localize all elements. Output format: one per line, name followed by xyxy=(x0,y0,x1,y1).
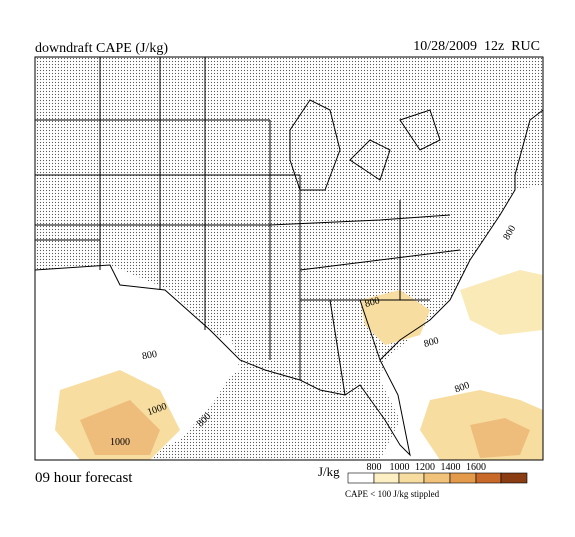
contour-label: 800 xyxy=(453,380,471,395)
forecast-hour: 09 hour forecast xyxy=(35,470,133,486)
legend-note: CAPE < 100 J/kg stippled xyxy=(345,489,440,499)
colorbar xyxy=(347,472,528,484)
contour-label: 1000 xyxy=(110,437,130,448)
legend-tick-label: 1000 xyxy=(390,462,410,473)
title: downdraft CAPE (J/kg) xyxy=(35,41,168,56)
colorbar-box xyxy=(423,472,451,484)
colorbar-box xyxy=(373,472,400,484)
colorbar-box xyxy=(398,472,425,484)
contour-label: 800 xyxy=(364,295,381,310)
colorbar-box xyxy=(347,472,375,484)
run-info: 10/28/2009 12z RUC xyxy=(413,39,540,54)
boundaries xyxy=(35,57,543,457)
legend-tick-label: 1600 xyxy=(466,462,486,473)
map xyxy=(35,57,543,460)
colorbar-box xyxy=(475,472,502,484)
cape-800 xyxy=(460,270,543,335)
legend-unit: J/kg xyxy=(318,464,340,479)
colorbar-box xyxy=(449,472,477,484)
legend-tick-label: 800 xyxy=(367,462,382,473)
colorbar-box xyxy=(500,472,528,484)
contour-label: 800 xyxy=(423,335,440,350)
cape-1000 xyxy=(80,400,160,455)
contour-label: 800 xyxy=(141,349,158,362)
legend-tick-label: 1400 xyxy=(441,462,461,473)
unstippled-ocean xyxy=(380,185,543,460)
unstippled-texas xyxy=(180,335,240,390)
cape-1000 xyxy=(470,418,530,458)
legend-tick-label: 1200 xyxy=(415,462,435,473)
map-frame xyxy=(34,56,544,461)
